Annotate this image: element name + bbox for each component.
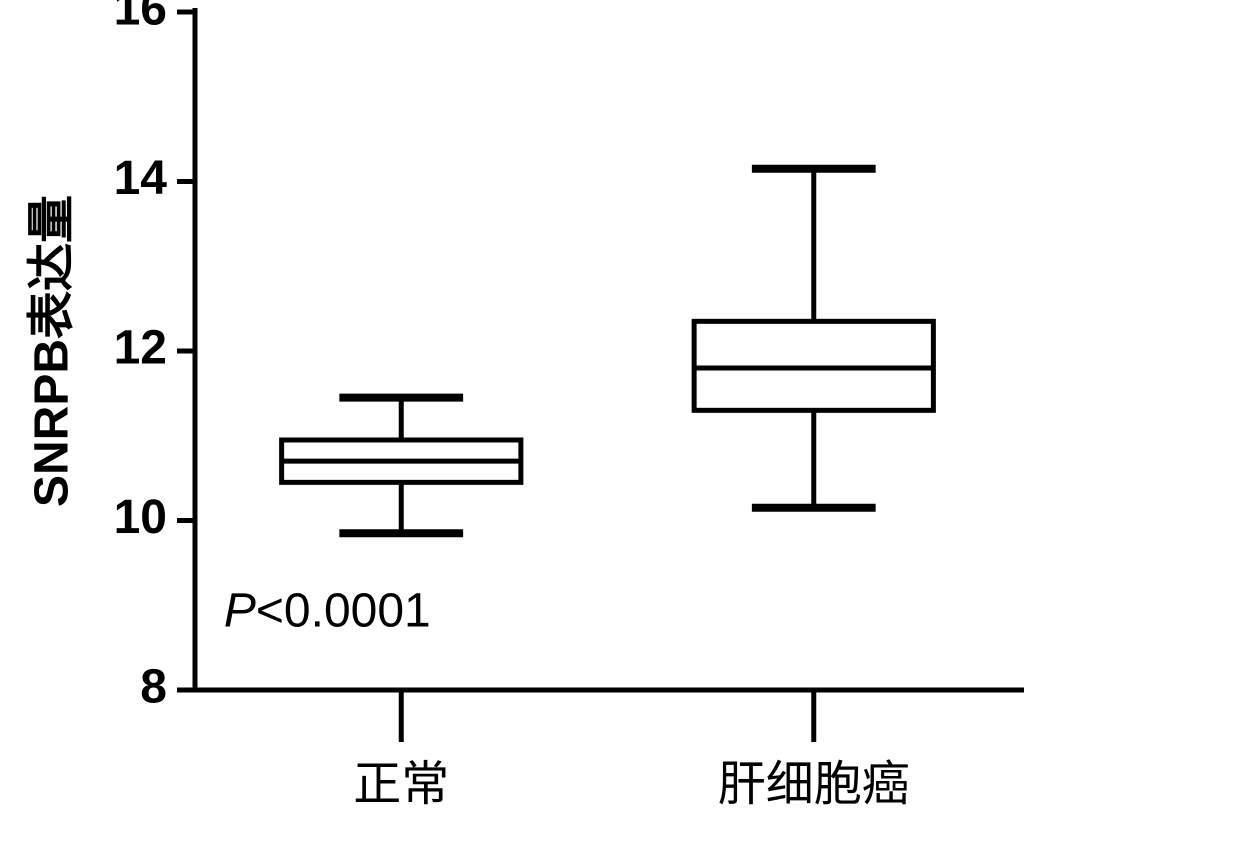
- y-tick-label: 8: [140, 661, 167, 714]
- y-tick-label: 14: [114, 152, 168, 205]
- y-tick-label: 10: [114, 491, 167, 544]
- p-value-rest: <0.0001: [256, 584, 431, 637]
- x-tick-label: 肝细胞癌: [718, 758, 910, 811]
- p-value-annotation: P<0.0001: [224, 584, 431, 637]
- p-value-prefix: P: [224, 584, 256, 637]
- y-tick-label: 12: [114, 322, 167, 375]
- y-axis-label: SNRPB表达量: [26, 195, 79, 507]
- chart-container: { "chart": { "type": "boxplot", "width":…: [0, 0, 1239, 845]
- y-tick-label: 16: [114, 0, 167, 36]
- boxplot-chart: 8 10 12 14 16 SNRPB表达量正常 肝细胞癌 P<0.0001: [0, 0, 1239, 845]
- plot-background: [0, 0, 1239, 845]
- x-tick-label: 正常: [353, 758, 449, 811]
